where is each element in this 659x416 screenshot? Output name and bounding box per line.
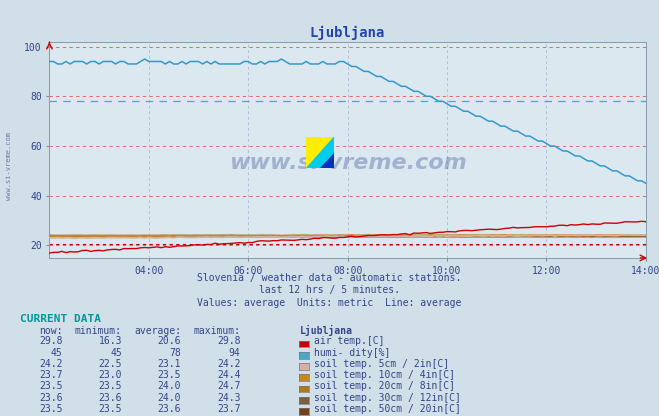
Text: now:: now: <box>39 326 63 336</box>
Title: Ljubljana: Ljubljana <box>310 26 386 40</box>
Text: 23.0: 23.0 <box>98 370 122 380</box>
Text: 23.1: 23.1 <box>158 359 181 369</box>
Text: 45: 45 <box>110 348 122 358</box>
Text: 23.7: 23.7 <box>217 404 241 414</box>
Text: 78: 78 <box>169 348 181 358</box>
Text: Values: average  Units: metric  Line: average: Values: average Units: metric Line: aver… <box>197 298 462 308</box>
Text: 24.4: 24.4 <box>217 370 241 380</box>
Text: soil temp. 5cm / 2in[C]: soil temp. 5cm / 2in[C] <box>314 359 449 369</box>
Text: 23.5: 23.5 <box>39 381 63 391</box>
Text: Ljubljana: Ljubljana <box>300 324 353 336</box>
Polygon shape <box>320 153 334 168</box>
Text: 23.5: 23.5 <box>98 381 122 391</box>
Text: humi- dity[%]: humi- dity[%] <box>314 348 391 358</box>
Text: soil temp. 30cm / 12in[C]: soil temp. 30cm / 12in[C] <box>314 393 461 403</box>
Text: 24.7: 24.7 <box>217 381 241 391</box>
Text: 23.6: 23.6 <box>158 404 181 414</box>
Text: www.si-vreme.com: www.si-vreme.com <box>5 132 12 201</box>
Text: www.si-vreme.com: www.si-vreme.com <box>229 153 467 173</box>
Text: 23.5: 23.5 <box>98 404 122 414</box>
Text: last 12 hrs / 5 minutes.: last 12 hrs / 5 minutes. <box>259 285 400 295</box>
Text: 45: 45 <box>51 348 63 358</box>
Polygon shape <box>306 137 334 168</box>
Text: 23.5: 23.5 <box>158 370 181 380</box>
Text: 16.3: 16.3 <box>98 337 122 347</box>
Text: soil temp. 50cm / 20in[C]: soil temp. 50cm / 20in[C] <box>314 404 461 414</box>
Text: 20.6: 20.6 <box>158 337 181 347</box>
Text: 94: 94 <box>229 348 241 358</box>
Text: 24.3: 24.3 <box>217 393 241 403</box>
Text: average:: average: <box>134 326 181 336</box>
Text: CURRENT DATA: CURRENT DATA <box>20 314 101 324</box>
Text: maximum:: maximum: <box>194 326 241 336</box>
Text: soil temp. 20cm / 8in[C]: soil temp. 20cm / 8in[C] <box>314 381 455 391</box>
Text: minimum:: minimum: <box>75 326 122 336</box>
Text: 24.2: 24.2 <box>217 359 241 369</box>
Text: 24.0: 24.0 <box>158 393 181 403</box>
Text: Slovenia / weather data - automatic stations.: Slovenia / weather data - automatic stat… <box>197 273 462 283</box>
Text: 23.6: 23.6 <box>98 393 122 403</box>
Text: 29.8: 29.8 <box>39 337 63 347</box>
Text: 23.5: 23.5 <box>39 404 63 414</box>
Text: 24.0: 24.0 <box>158 381 181 391</box>
Text: 24.2: 24.2 <box>39 359 63 369</box>
Text: soil temp. 10cm / 4in[C]: soil temp. 10cm / 4in[C] <box>314 370 455 380</box>
Polygon shape <box>306 137 334 168</box>
Text: air temp.[C]: air temp.[C] <box>314 337 385 347</box>
Text: 29.8: 29.8 <box>217 337 241 347</box>
Text: 22.5: 22.5 <box>98 359 122 369</box>
Text: 23.6: 23.6 <box>39 393 63 403</box>
Text: 23.7: 23.7 <box>39 370 63 380</box>
